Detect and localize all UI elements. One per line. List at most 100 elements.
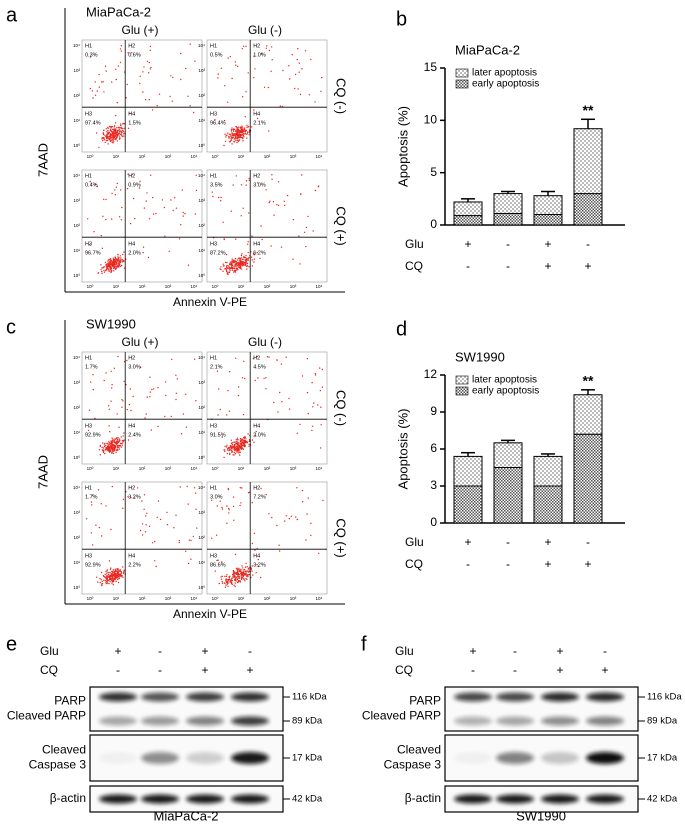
- event-dot: [100, 264, 102, 266]
- band: [541, 716, 579, 726]
- event-dot: [107, 260, 109, 262]
- event-dot: [276, 524, 278, 527]
- event-dot: [290, 515, 292, 517]
- quadrant-percent: 3.2%: [253, 563, 266, 569]
- significance: **: [583, 373, 594, 389]
- band: [231, 716, 269, 726]
- event-dot: [230, 130, 233, 132]
- event-dot: [223, 144, 225, 147]
- event-dot: [120, 130, 122, 132]
- event-dot: [109, 134, 111, 136]
- event-dot: [277, 411, 279, 413]
- event-dot: [234, 582, 236, 584]
- event-dot: [232, 454, 234, 456]
- event-dot: [116, 182, 119, 185]
- event-dot: [218, 196, 220, 199]
- panel-letter: d: [396, 318, 407, 340]
- x-tick-label: 10²: [264, 154, 271, 159]
- event-dot: [232, 574, 235, 576]
- row-label: CQ (-): [334, 78, 349, 114]
- event-dot: [98, 73, 100, 76]
- event-dot: [106, 137, 108, 140]
- quadrant-name: H3: [210, 554, 217, 560]
- event-dot: [255, 572, 257, 574]
- event-dot: [248, 574, 250, 576]
- event-dot: [231, 449, 233, 451]
- event-dot: [243, 136, 245, 138]
- event-dot: [228, 141, 231, 143]
- event-dot: [230, 210, 232, 212]
- event-dot: [117, 127, 120, 129]
- condition-sign: +: [544, 535, 551, 549]
- event-dot: [110, 400, 112, 402]
- y-tick-label: 10⁰: [198, 455, 205, 460]
- event-dot: [190, 558, 192, 560]
- y-label: Apoptosis (%): [395, 409, 410, 490]
- event-dot: [115, 451, 117, 453]
- quadrant-percent: 3.0%: [210, 494, 223, 500]
- event-dot: [247, 571, 250, 573]
- event-dot: [257, 565, 260, 568]
- event-dot: [118, 266, 120, 268]
- event-dot: [241, 377, 244, 379]
- event-dot: [115, 580, 117, 583]
- quadrant-percent: 3.5%: [210, 182, 223, 188]
- event-dot: [244, 259, 247, 261]
- band: [454, 692, 492, 702]
- event-dot: [114, 260, 117, 263]
- quadrant-percent: 0.4%: [85, 182, 98, 188]
- event-dot: [172, 209, 174, 212]
- event-dot: [242, 138, 244, 140]
- quadrant-percent: 2.1%: [253, 121, 266, 127]
- band: [541, 692, 579, 702]
- event-dot: [193, 487, 196, 489]
- event-dot: [107, 132, 109, 134]
- event-dot: [154, 560, 156, 562]
- blot-label: Cleaved PARP: [362, 709, 441, 723]
- x-tick-label: 10⁰: [87, 284, 94, 289]
- event-dot: [228, 271, 231, 273]
- event-dot: [117, 65, 120, 67]
- event-dot: [115, 575, 118, 578]
- event-dot: [222, 265, 224, 267]
- event-dot: [113, 128, 115, 130]
- event-dot: [147, 72, 150, 74]
- quadrant-name: H4: [253, 112, 260, 118]
- event-dot: [226, 273, 229, 275]
- y-tick-label: 10³: [73, 198, 80, 203]
- x-tick-label: 10⁴: [316, 466, 323, 471]
- quadrant-name: H2: [253, 355, 260, 361]
- event-dot: [253, 258, 255, 260]
- quadrant-percent: 92.9%: [85, 563, 101, 569]
- event-dot: [235, 576, 237, 578]
- blot-label: PARP: [409, 694, 441, 708]
- y-tick-label: 10⁰: [198, 273, 205, 278]
- quadrant-percent: 7.2%: [253, 494, 266, 500]
- x-tick-label: 10⁴: [316, 154, 323, 159]
- quadrant-percent: 87.2%: [210, 251, 226, 257]
- event-dot: [233, 267, 236, 269]
- event-dot: [233, 269, 235, 272]
- band: [141, 716, 179, 726]
- event-dot: [229, 452, 231, 455]
- event-dot: [187, 562, 190, 565]
- event-dot: [115, 570, 117, 573]
- event-dot: [226, 522, 228, 524]
- quadrant-percent: 96.7%: [85, 251, 101, 257]
- size-marker: 42 kDa: [292, 794, 323, 805]
- event-dot: [172, 76, 174, 79]
- event-dot: [109, 568, 112, 570]
- event-dot: [246, 441, 248, 444]
- event-dot: [241, 438, 244, 440]
- event-dot: [147, 256, 150, 259]
- condition-sign: -: [506, 259, 510, 273]
- event-dot: [227, 579, 230, 581]
- event-dot: [285, 515, 287, 517]
- event-dot: [235, 130, 237, 132]
- condition-sign: +: [201, 644, 208, 658]
- event-dot: [110, 127, 112, 129]
- event-dot: [277, 204, 280, 207]
- event-dot: [248, 569, 250, 571]
- event-dot: [105, 372, 107, 374]
- event-dot: [241, 565, 243, 567]
